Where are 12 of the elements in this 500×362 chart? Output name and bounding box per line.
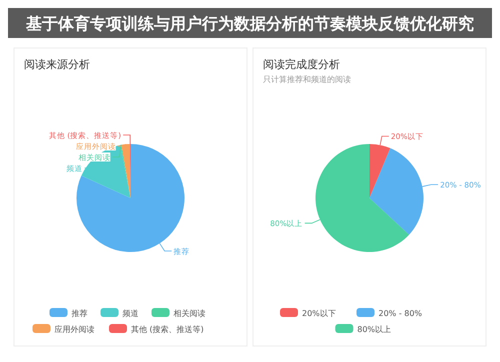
legend-label: 其他 (搜索、推送等) xyxy=(131,325,204,334)
chart-title: 阅读完成度分析 xyxy=(263,58,340,71)
legend-label: 20% - 80% xyxy=(378,309,422,318)
legend-label: 推荐 xyxy=(72,309,88,318)
legend-label: 相关阅读 xyxy=(174,309,206,318)
chart-subtitle: 只计算推荐和频道的阅读 xyxy=(263,75,351,84)
legend-label: 频道 xyxy=(122,309,138,318)
legend-label: 80%以上 xyxy=(357,325,392,334)
text: 基于体育专项训练与用户行为数据分析的节奏模块反馈优化研究 xyxy=(25,14,474,33)
chart-title: 阅读来源分析 xyxy=(24,58,90,71)
legend-label: 应用外阅读 xyxy=(54,325,94,334)
legend-label: 20%以下 xyxy=(302,309,336,318)
